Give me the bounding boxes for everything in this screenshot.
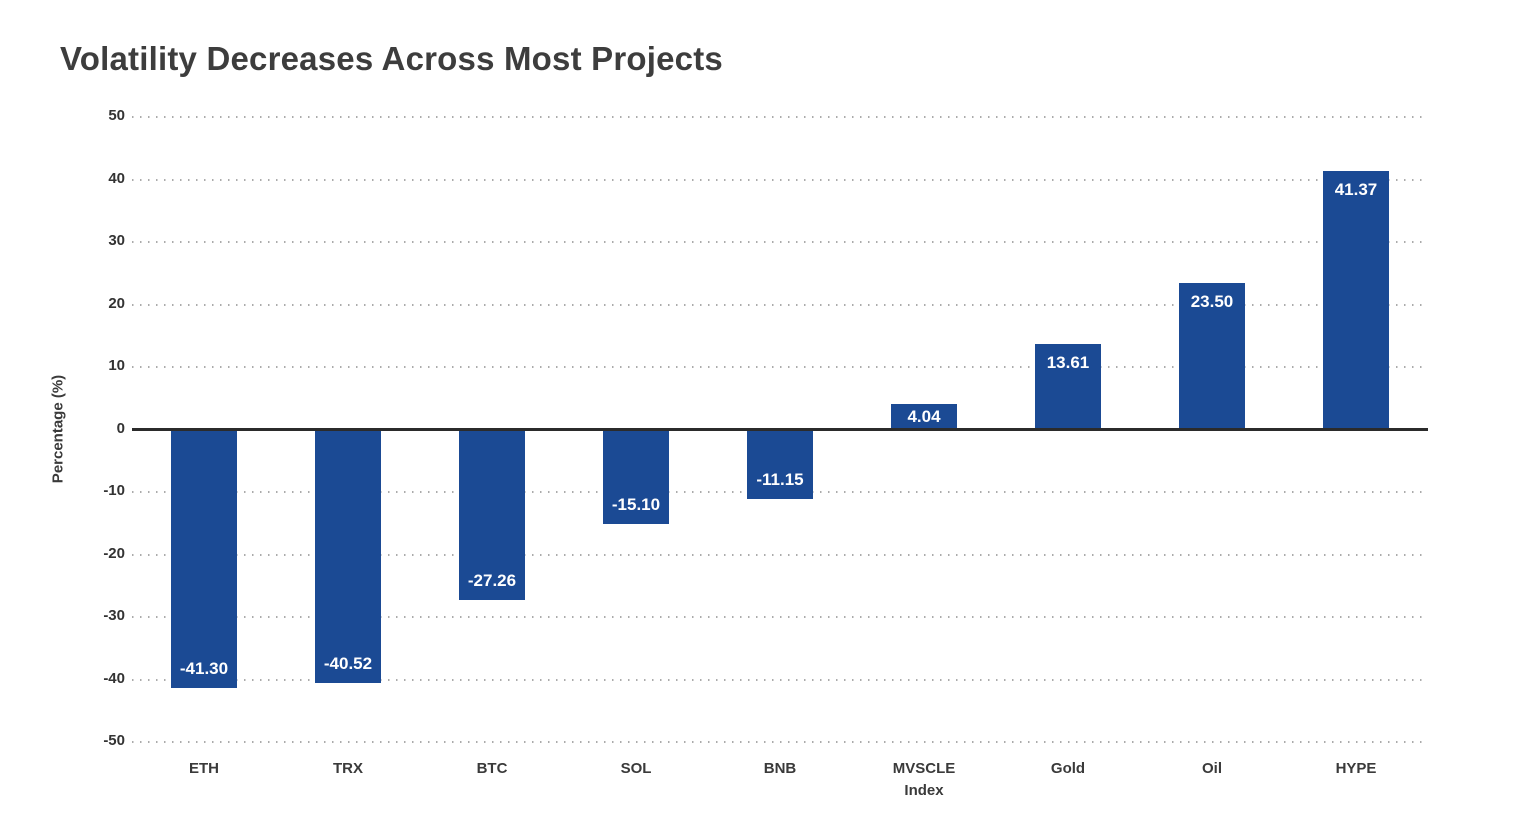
gridline-50 <box>132 116 1428 118</box>
x-tick-label-oil: Oil <box>1201 760 1222 777</box>
x-tick-label-hype: HYPE <box>1335 760 1377 777</box>
x-tick-label-bnb: BNB <box>763 760 797 777</box>
y-tick-label-40: 40 <box>108 169 125 187</box>
bar-eth <box>171 429 237 688</box>
x-tick-label-trx: TRX <box>333 760 363 777</box>
y-tick-label--20: -20 <box>103 544 125 562</box>
zero-axis-line <box>132 428 1428 431</box>
x-tick-label-sol: SOL <box>620 760 652 777</box>
gridline--40 <box>132 678 1428 681</box>
bar-value-label: -41.30 <box>179 658 229 678</box>
y-tick-label-10: 10 <box>108 357 125 374</box>
y-tick-label--40: -40 <box>103 669 125 687</box>
bar-value-label: 23.50 <box>1190 291 1234 311</box>
bar-value-label: -27.26 <box>467 570 517 590</box>
gridline-20 <box>132 303 1428 306</box>
bar-value-label: -40.52 <box>323 653 373 673</box>
bar-gold <box>1035 344 1101 430</box>
bar-hype <box>1323 170 1389 430</box>
gridline--20 <box>132 553 1428 556</box>
gridline--30 <box>132 616 1428 618</box>
bar-value-label: -11.15 <box>756 470 804 490</box>
bar-value-label: 41.37 <box>1334 179 1378 199</box>
bar-oil <box>1179 282 1245 430</box>
y-tick-label-20: 20 <box>108 294 125 312</box>
gridline-40 <box>132 178 1428 181</box>
x-tick-label-mvscle-index: MVSCLE Index <box>892 760 956 799</box>
y-tick-label-30: 30 <box>108 232 125 249</box>
x-tick-label-eth: ETH <box>189 760 219 777</box>
gridline--50 <box>132 741 1428 743</box>
bar-trx <box>315 429 381 683</box>
bar-mvscle-index <box>891 404 957 430</box>
bar-value-label: 13.61 <box>1046 353 1090 373</box>
x-tick-label-gold: Gold <box>1050 760 1086 777</box>
chart-title: Volatility Decreases Across Most Project… <box>60 40 723 77</box>
gridline-10 <box>132 366 1428 368</box>
gridline-30 <box>132 241 1428 243</box>
bar-sol <box>603 429 669 524</box>
y-tick-label-50: 50 <box>108 107 125 124</box>
bar-value-label: 4.04 <box>907 406 941 426</box>
y-tick-label--50: -50 <box>103 732 125 749</box>
bar-bnb <box>747 429 813 500</box>
y-tick-label-0: 0 <box>116 419 125 437</box>
y-tick-label--10: -10 <box>103 482 125 499</box>
bar-btc <box>459 429 525 600</box>
bar-value-label: -15.10 <box>611 494 661 514</box>
y-tick-label--30: -30 <box>103 607 125 624</box>
x-tick-label-btc: BTC <box>476 760 508 777</box>
